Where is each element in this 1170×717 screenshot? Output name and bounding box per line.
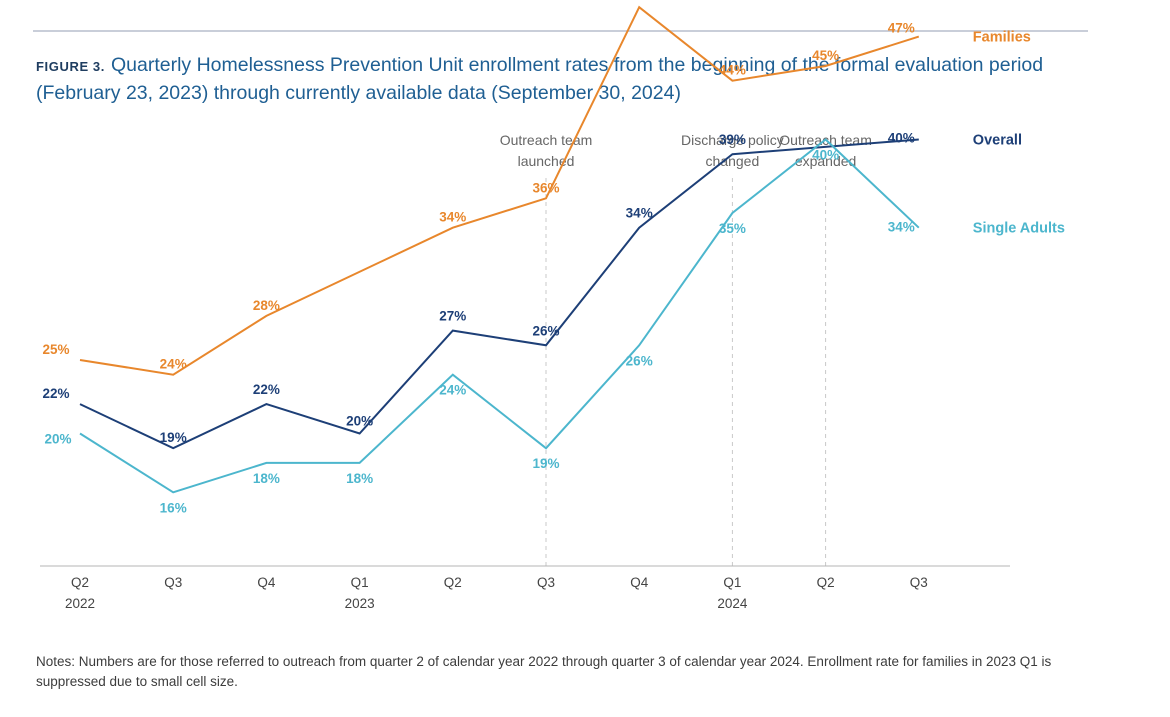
data-label-families-2: 28% bbox=[253, 298, 280, 313]
series-label-families: Families bbox=[973, 30, 1031, 46]
data-label-single_adults-2: 18% bbox=[253, 471, 280, 486]
data-label-overall-9: 40% bbox=[888, 131, 915, 146]
x-tick-label-2: Q4 bbox=[257, 575, 276, 590]
x-year-label-0: 2022 bbox=[65, 596, 95, 611]
data-label-single_adults-7: 35% bbox=[719, 221, 746, 236]
series-line-families bbox=[79, 5, 920, 376]
x-year-label-7: 2024 bbox=[717, 596, 748, 611]
data-label-families-5: 36% bbox=[532, 180, 559, 195]
data-label-families-7: 44% bbox=[719, 63, 746, 78]
x-tick-label-1: Q3 bbox=[164, 575, 182, 590]
x-tick-label-6: Q4 bbox=[630, 575, 649, 590]
event-label-2-1: expanded bbox=[795, 153, 857, 169]
data-label-single_adults-4: 24% bbox=[439, 383, 466, 398]
data-label-families-4: 34% bbox=[439, 210, 466, 225]
x-tick-label-3: Q1 bbox=[351, 575, 369, 590]
data-label-single_adults-0: 20% bbox=[44, 432, 71, 447]
event-label-1-0: Discharge policy bbox=[681, 132, 784, 148]
figure-title-text: Quarterly Homelessness Prevention Unit e… bbox=[36, 54, 1044, 104]
data-label-single_adults-6: 26% bbox=[626, 353, 653, 368]
data-label-families-1: 24% bbox=[160, 357, 187, 372]
data-label-single_adults-3: 18% bbox=[346, 471, 373, 486]
x-tick-label-4: Q2 bbox=[444, 575, 462, 590]
event-label-0-1: launched bbox=[518, 153, 575, 169]
notes: Notes: Numbers are for those referred to… bbox=[36, 654, 1052, 689]
data-label-single_adults-1: 16% bbox=[160, 500, 187, 515]
series-label-single_adults: Single Adults bbox=[973, 221, 1065, 237]
data-label-overall-2: 22% bbox=[253, 382, 280, 397]
data-label-single_adults-8: 40% bbox=[812, 148, 839, 163]
x-tick-label-0: Q2 bbox=[71, 575, 89, 590]
x-year-label-3: 2023 bbox=[345, 596, 375, 611]
data-label-overall-5: 26% bbox=[532, 323, 559, 338]
data-label-families-9: 47% bbox=[888, 21, 915, 36]
data-label-single_adults-9: 34% bbox=[888, 220, 915, 235]
data-label-overall-6: 34% bbox=[626, 206, 653, 221]
data-label-overall-0: 22% bbox=[42, 386, 69, 401]
figure-label: FIGURE 3. bbox=[36, 59, 105, 74]
data-label-overall-7: 39% bbox=[719, 132, 746, 147]
series-line-overall bbox=[79, 138, 919, 450]
x-tick-label-8: Q2 bbox=[817, 575, 835, 590]
data-label-families-8: 45% bbox=[812, 48, 839, 63]
series-line-single_adults bbox=[79, 138, 920, 494]
data-label-single_adults-5: 19% bbox=[532, 456, 559, 471]
top-rule bbox=[33, 30, 1088, 32]
x-tick-label-7: Q1 bbox=[723, 575, 741, 590]
data-label-overall-4: 27% bbox=[439, 309, 466, 324]
figure-title: FIGURE 3. Quarterly Homelessness Preventi… bbox=[36, 52, 1096, 106]
event-label-0-0: Outreach team bbox=[500, 132, 593, 148]
x-tick-label-5: Q3 bbox=[537, 575, 555, 590]
data-label-overall-1: 19% bbox=[160, 430, 187, 445]
data-label-overall-3: 20% bbox=[346, 414, 373, 429]
x-tick-label-9: Q3 bbox=[910, 575, 928, 590]
series-label-overall: Overall bbox=[973, 133, 1022, 149]
data-label-families-0: 25% bbox=[42, 342, 69, 357]
